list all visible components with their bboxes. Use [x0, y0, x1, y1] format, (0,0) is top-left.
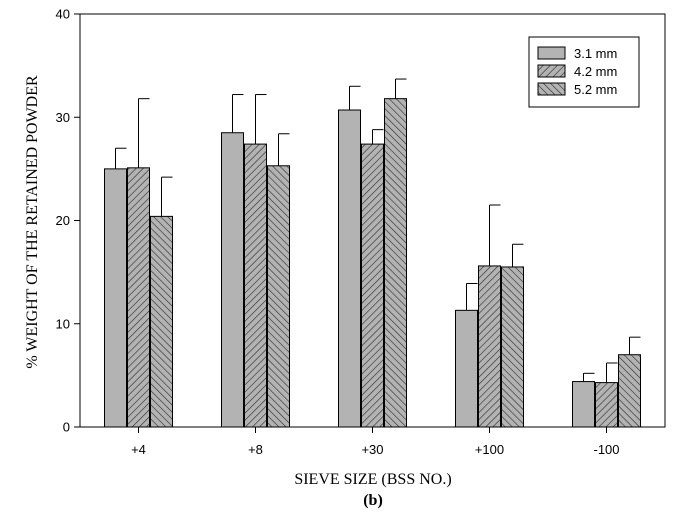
- figure-caption: (b): [363, 492, 383, 509]
- x-axis-ticks: +4 +8 +30 +100 -100: [131, 427, 620, 457]
- legend-swatch: [537, 64, 566, 78]
- x-tick-label: +8: [248, 442, 263, 457]
- legend-label: 5.2 mm: [574, 82, 617, 97]
- y-axis-ticks: 0 10 20 30 40: [56, 7, 80, 435]
- bar: [455, 309, 478, 428]
- y-tick-label: 20: [56, 213, 70, 228]
- x-tick-label: +30: [361, 442, 383, 457]
- legend: 3.1 mm 4.2 mm 5.2 mm: [528, 36, 640, 108]
- y-tick-label: 10: [56, 316, 70, 331]
- bar: [127, 167, 150, 428]
- y-tick-label: 40: [56, 7, 70, 22]
- x-tick-label: +4: [131, 442, 146, 457]
- bar: [244, 143, 267, 428]
- legend-label: 4.2 mm: [574, 64, 617, 79]
- bar: [384, 98, 407, 428]
- bars: [104, 98, 641, 428]
- bar: [338, 109, 361, 428]
- legend-swatch: [537, 82, 566, 96]
- x-tick-label: +100: [475, 442, 504, 457]
- bar: [618, 354, 641, 428]
- y-tick-label: 0: [63, 420, 70, 435]
- legend-swatch: [537, 46, 566, 60]
- bar: [501, 266, 524, 428]
- bar: [267, 165, 290, 428]
- bar: [572, 381, 595, 428]
- y-tick-label: 30: [56, 110, 70, 125]
- bar: [478, 265, 501, 428]
- bar: [150, 215, 173, 428]
- bar: [361, 143, 384, 428]
- x-axis-title: SIEVE SIZE (BSS NO.): [294, 471, 451, 488]
- bar: [595, 382, 618, 428]
- bar: [221, 132, 244, 428]
- error-bars: [115, 78, 641, 383]
- y-axis-title: % WEIGHT OF THE RETAINED POWDER: [24, 75, 41, 369]
- bar: [104, 168, 127, 428]
- x-tick-label: -100: [593, 442, 619, 457]
- legend-label: 3.1 mm: [574, 46, 617, 61]
